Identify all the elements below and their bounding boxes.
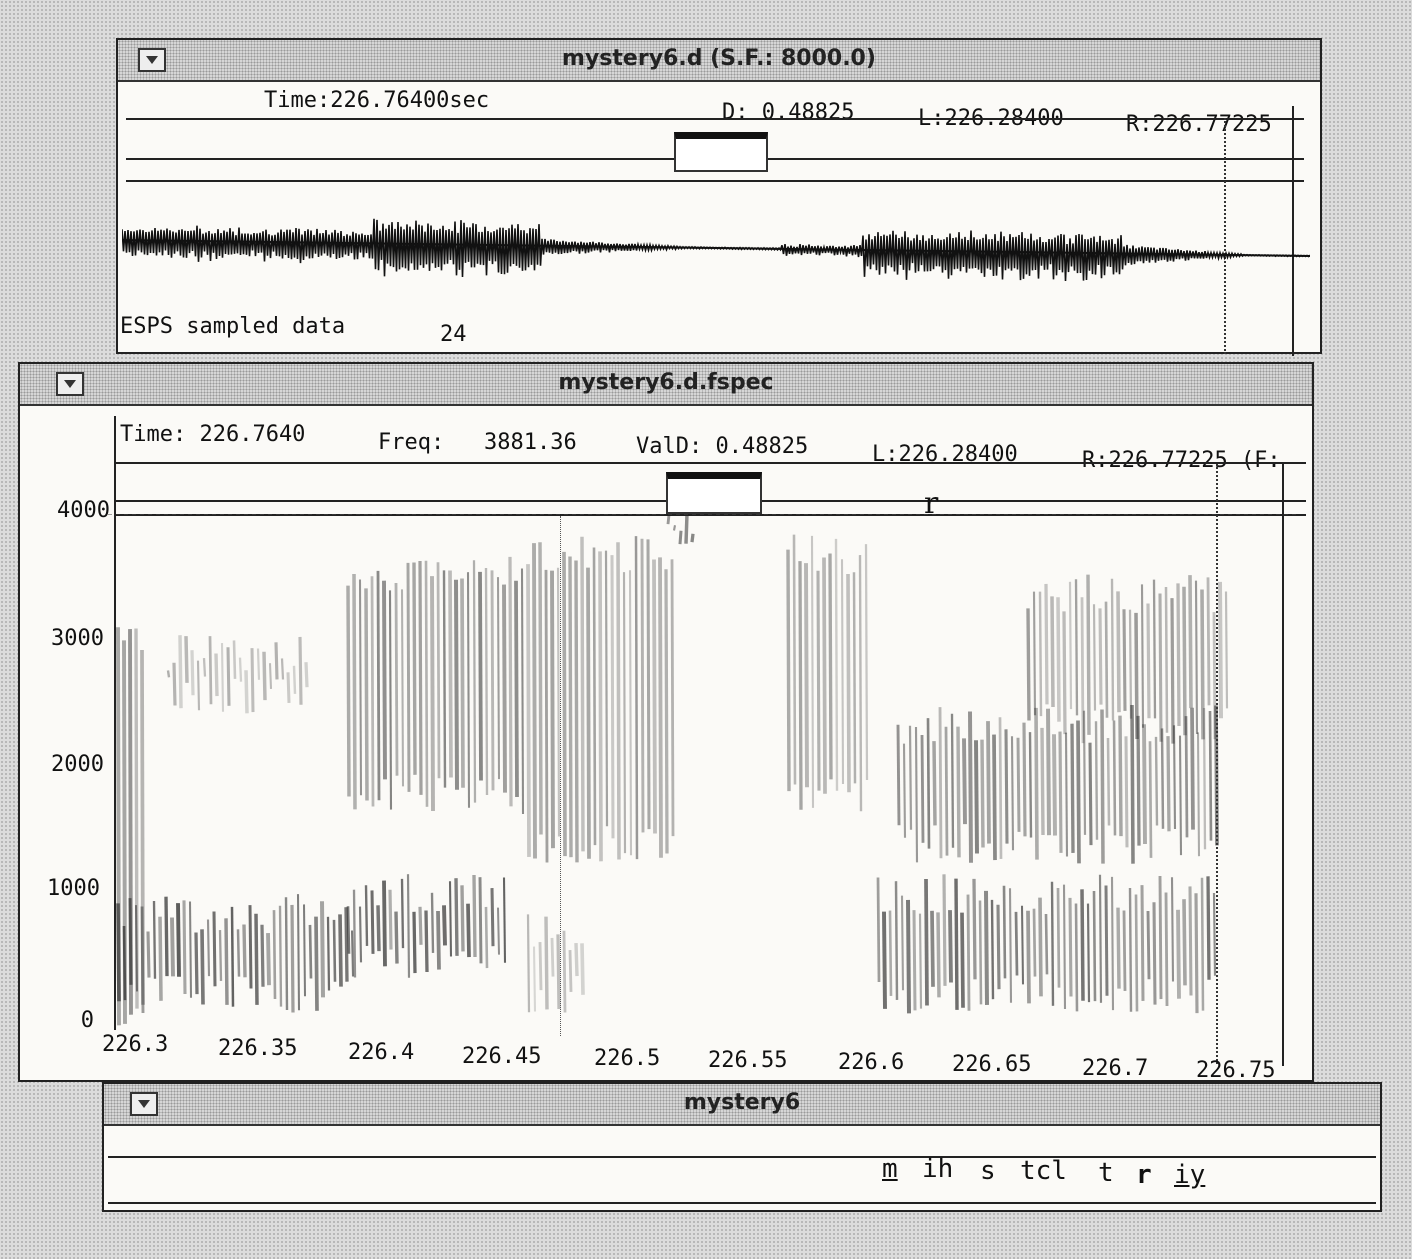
x-tick-label: 226.3 — [102, 1032, 169, 1057]
spectrogram-right-marker: R:226.77225 (F: — [1082, 448, 1281, 473]
x-tick-label: 226.5 — [594, 1046, 661, 1071]
waveform-duration-readout: D: 0.48825 — [722, 100, 855, 125]
waveform-left-cursor[interactable] — [1224, 118, 1226, 354]
spectrogram-value-readout: ValD: 0.48825 — [636, 434, 809, 459]
window-menu-icon[interactable] — [138, 48, 166, 72]
waveform-right-cursor[interactable] — [1292, 106, 1294, 356]
spectrogram-right-cursor[interactable] — [1282, 462, 1284, 1066]
spectrogram-left-cursor[interactable] — [1216, 464, 1218, 1064]
segment-label[interactable]: m — [882, 1154, 898, 1184]
waveform-title: mystery6.d (S.F.: 8000.0) — [562, 46, 876, 71]
y-tick-label: 3000 — [51, 626, 104, 651]
waveform-footer-value: 24 — [440, 322, 467, 347]
label-titlebar[interactable]: mystery6 — [104, 1084, 1380, 1126]
segment-label[interactable]: r — [1136, 1160, 1152, 1190]
segment-label[interactable]: s — [980, 1156, 996, 1186]
x-tick-label: 226.35 — [218, 1036, 298, 1061]
waveform-window: mystery6.d (S.F.: 8000.0) Time:226.76400… — [116, 38, 1322, 356]
spectrogram-titlebar[interactable]: mystery6.d.fspec — [20, 364, 1312, 406]
segment-label[interactable]: t — [1098, 1158, 1114, 1188]
x-tick-label: 226.45 — [462, 1044, 542, 1069]
y-tick-label: 2000 — [51, 752, 104, 777]
x-tick-label: 226.7 — [1082, 1056, 1149, 1081]
segment-label[interactable]: iy — [1174, 1160, 1206, 1190]
spectrogram-scroll-thumb[interactable] — [666, 472, 762, 514]
segment-label[interactable]: tcl — [1020, 1156, 1067, 1186]
waveform-right-marker: R:226.77225 — [1126, 112, 1272, 137]
x-tick-label: 226.55 — [708, 1048, 788, 1073]
x-tick-label: 226.75 — [1196, 1058, 1276, 1083]
window-menu-icon[interactable] — [56, 372, 84, 396]
spectrogram-marker-label: r — [924, 486, 939, 521]
x-tick-label: 226.65 — [952, 1052, 1032, 1077]
window-menu-icon[interactable] — [130, 1092, 158, 1116]
waveform-time-readout: Time:226.76400sec — [264, 88, 490, 113]
waveform-footer-label: ESPS sampled data — [120, 314, 346, 339]
spectrogram-freq-label: Freq: — [378, 430, 445, 455]
waveform-plot[interactable] — [122, 182, 1310, 332]
segment-label[interactable]: ih — [922, 1154, 954, 1184]
x-tick-label: 226.4 — [348, 1040, 415, 1065]
waveform-titlebar[interactable]: mystery6.d (S.F.: 8000.0) — [118, 40, 1320, 82]
waveform-scroll-thumb[interactable] — [674, 132, 768, 172]
spectrogram-plot[interactable] — [108, 514, 1298, 1034]
y-tick-label: 1000 — [47, 876, 100, 901]
spectrogram-window: mystery6.d.fspec Time: 226.7640 Freq: 38… — [18, 362, 1314, 1083]
x-tick-label: 226.6 — [838, 1050, 905, 1075]
y-tick-label: 4000 — [57, 498, 110, 523]
label-window: mystery6 m ih s tcl t r iy — [102, 1082, 1382, 1212]
spectrogram-time-readout: Time: 226.7640 — [120, 422, 306, 447]
label-title: mystery6 — [683, 1090, 801, 1115]
spectrogram-title: mystery6.d.fspec — [558, 370, 774, 395]
y-tick-label: 0 — [80, 1008, 94, 1033]
spectrogram-freq-value: 3881.36 — [484, 430, 577, 455]
